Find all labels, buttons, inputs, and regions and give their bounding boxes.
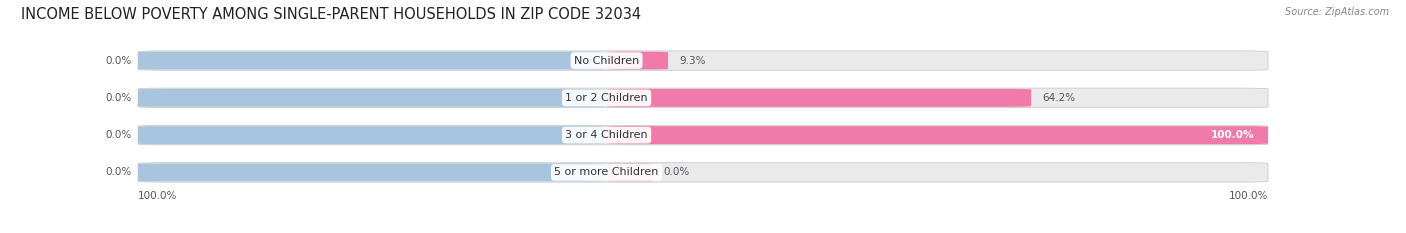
Text: 3 or 4 Children: 3 or 4 Children (565, 130, 648, 140)
FancyBboxPatch shape (138, 88, 1268, 108)
FancyBboxPatch shape (606, 164, 652, 181)
FancyBboxPatch shape (606, 52, 668, 69)
Text: 1 or 2 Children: 1 or 2 Children (565, 93, 648, 103)
Text: 5 or more Children: 5 or more Children (554, 168, 659, 177)
Text: No Children: No Children (574, 56, 640, 65)
FancyBboxPatch shape (138, 51, 1268, 70)
Text: Source: ZipAtlas.com: Source: ZipAtlas.com (1285, 7, 1389, 17)
Text: 100.0%: 100.0% (1229, 191, 1268, 201)
FancyBboxPatch shape (138, 125, 1268, 145)
Text: 0.0%: 0.0% (105, 168, 131, 177)
Text: 100.0%: 100.0% (1211, 130, 1254, 140)
FancyBboxPatch shape (138, 163, 1268, 182)
Text: 9.3%: 9.3% (679, 56, 706, 65)
FancyBboxPatch shape (606, 89, 1031, 107)
FancyBboxPatch shape (138, 164, 605, 181)
FancyBboxPatch shape (138, 126, 605, 144)
FancyBboxPatch shape (138, 52, 605, 69)
Text: INCOME BELOW POVERTY AMONG SINGLE-PARENT HOUSEHOLDS IN ZIP CODE 32034: INCOME BELOW POVERTY AMONG SINGLE-PARENT… (21, 7, 641, 22)
FancyBboxPatch shape (606, 126, 1268, 144)
Text: 100.0%: 100.0% (138, 191, 177, 201)
Text: 64.2%: 64.2% (1042, 93, 1076, 103)
FancyBboxPatch shape (138, 89, 605, 107)
Text: 0.0%: 0.0% (105, 56, 131, 65)
Text: 0.0%: 0.0% (105, 130, 131, 140)
Text: 0.0%: 0.0% (664, 168, 690, 177)
Text: 0.0%: 0.0% (105, 93, 131, 103)
